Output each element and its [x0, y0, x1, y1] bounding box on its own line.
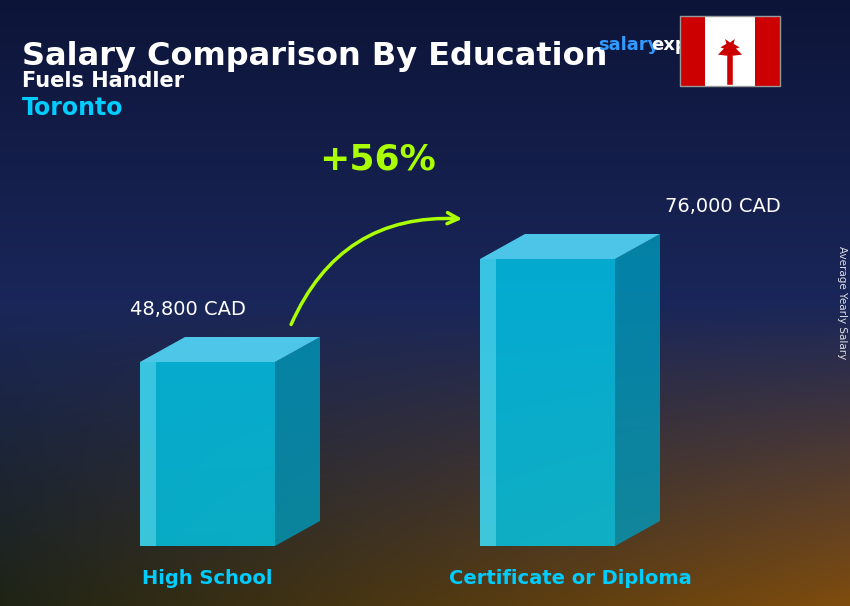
Polygon shape	[480, 234, 660, 259]
Polygon shape	[680, 16, 705, 86]
Polygon shape	[615, 234, 660, 546]
Polygon shape	[140, 362, 275, 546]
Text: salary: salary	[598, 36, 660, 54]
Polygon shape	[140, 337, 320, 362]
Polygon shape	[705, 16, 755, 86]
Polygon shape	[140, 362, 156, 546]
Polygon shape	[480, 259, 615, 546]
Text: Toronto: Toronto	[22, 96, 123, 120]
Polygon shape	[755, 16, 780, 86]
Polygon shape	[275, 337, 320, 546]
Polygon shape	[480, 259, 496, 546]
Text: 76,000 CAD: 76,000 CAD	[665, 197, 781, 216]
Text: Certificate or Diploma: Certificate or Diploma	[449, 569, 691, 588]
Text: 48,800 CAD: 48,800 CAD	[130, 300, 246, 319]
Text: +56%: +56%	[319, 142, 436, 176]
Polygon shape	[718, 39, 742, 63]
Text: Average Yearly Salary: Average Yearly Salary	[837, 247, 847, 359]
Text: explorer.com: explorer.com	[651, 36, 782, 54]
Text: Salary Comparison By Education: Salary Comparison By Education	[22, 41, 608, 72]
Text: High School: High School	[142, 569, 273, 588]
Text: Fuels Handler: Fuels Handler	[22, 71, 184, 91]
